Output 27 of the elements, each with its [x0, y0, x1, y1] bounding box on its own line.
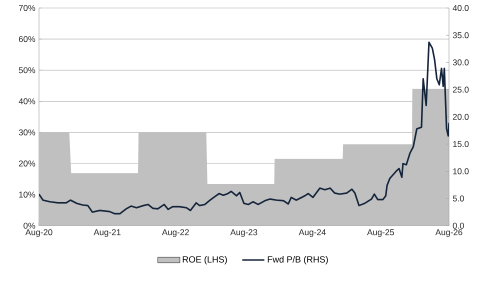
y-tick-label: 30% — [18, 129, 36, 136]
line-series — [39, 41, 450, 215]
y-tick-label: 10% — [19, 192, 36, 198]
y2-tick-label: 30.0 — [452, 59, 469, 66]
x-tick-label: Aug-21 — [94, 229, 121, 237]
x-tick-label: Aug-26 — [435, 229, 462, 237]
x-tick-label: Aug-24 — [298, 229, 326, 237]
y-tick-label: 50% — [18, 67, 36, 74]
legend-label: Fwd P/B (RHS) — [268, 256, 328, 264]
y-tick-label: 0% — [24, 222, 36, 229]
y2-tick-label: 0.0 — [452, 222, 464, 229]
y2-tick-label: 25.0 — [452, 86, 469, 93]
x-tick-label: Aug-23 — [230, 229, 258, 237]
y2-tick-label: 5.0 — [452, 195, 464, 202]
y-tick-label: 60% — [18, 36, 36, 42]
x-tick-label: Aug-25 — [367, 229, 394, 237]
y2-tick-label: 15.0 — [453, 141, 469, 148]
x-tick-label: Aug-20 — [25, 229, 52, 237]
y-tick-label: 70% — [18, 5, 36, 11]
y2-tick-label: 10.0 — [453, 168, 469, 174]
y2-tick-label: 20.0 — [452, 114, 469, 120]
x-tick-label: Aug-22 — [162, 229, 189, 237]
y-tick-label: 20% — [18, 160, 36, 166]
y2-tick-label: 35.0 — [452, 32, 469, 38]
legend-label: ROE (LHS) — [182, 256, 227, 264]
y2-tick-label: 40.0 — [452, 5, 469, 11]
y-tick-label: 40% — [18, 98, 36, 104]
